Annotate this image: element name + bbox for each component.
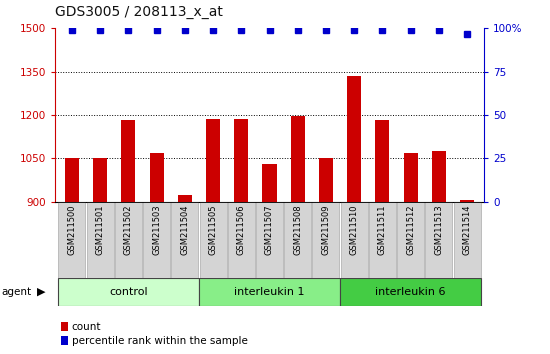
Text: GSM211508: GSM211508 [293,204,302,255]
Text: interleukin 1: interleukin 1 [234,287,305,297]
Text: percentile rank within the sample: percentile rank within the sample [72,336,248,346]
Bar [460,200,474,202]
Text: GSM211511: GSM211511 [378,204,387,255]
Bar [262,164,277,202]
Bar [340,202,368,278]
Bar [319,159,333,202]
Bar [115,202,142,278]
Text: GSM211513: GSM211513 [434,204,443,255]
Bar [397,202,424,278]
Bar [93,158,107,202]
Bar [178,195,192,202]
Text: GSM211503: GSM211503 [152,204,161,255]
Bar [284,202,311,278]
Bar [425,202,453,278]
Bar [369,202,396,278]
Bar [58,202,85,278]
Bar [432,151,446,202]
Bar [404,153,417,202]
Bar [199,278,340,306]
Bar [200,202,227,278]
Text: agent: agent [1,287,31,297]
Text: GSM211512: GSM211512 [406,204,415,255]
Bar [65,158,79,202]
Text: GSM211514: GSM211514 [463,204,471,255]
Text: GSM211509: GSM211509 [321,204,331,255]
Text: GSM211504: GSM211504 [180,204,189,255]
Text: GSM211500: GSM211500 [68,204,76,255]
Bar [58,278,199,306]
Text: GSM211506: GSM211506 [237,204,246,255]
Bar [150,153,164,202]
Bar [312,202,339,278]
Bar [86,202,114,278]
Text: interleukin 6: interleukin 6 [375,287,446,297]
Text: control: control [109,287,148,297]
Bar [454,202,481,278]
Text: GSM211502: GSM211502 [124,204,133,255]
Text: GSM211501: GSM211501 [96,204,104,255]
Bar [256,202,283,278]
Text: GSM211510: GSM211510 [350,204,359,255]
Text: GSM211507: GSM211507 [265,204,274,255]
Bar [206,119,220,202]
Bar [347,76,361,202]
Bar [143,202,170,278]
Bar [171,202,199,278]
Bar [290,116,305,202]
Bar [122,120,135,202]
Text: GSM211505: GSM211505 [208,204,218,255]
Bar [375,120,389,202]
Bar [340,278,481,306]
Text: ▶: ▶ [37,287,46,297]
Bar [234,119,249,202]
Bar [228,202,255,278]
Text: count: count [72,322,101,332]
Text: GDS3005 / 208113_x_at: GDS3005 / 208113_x_at [55,5,223,19]
